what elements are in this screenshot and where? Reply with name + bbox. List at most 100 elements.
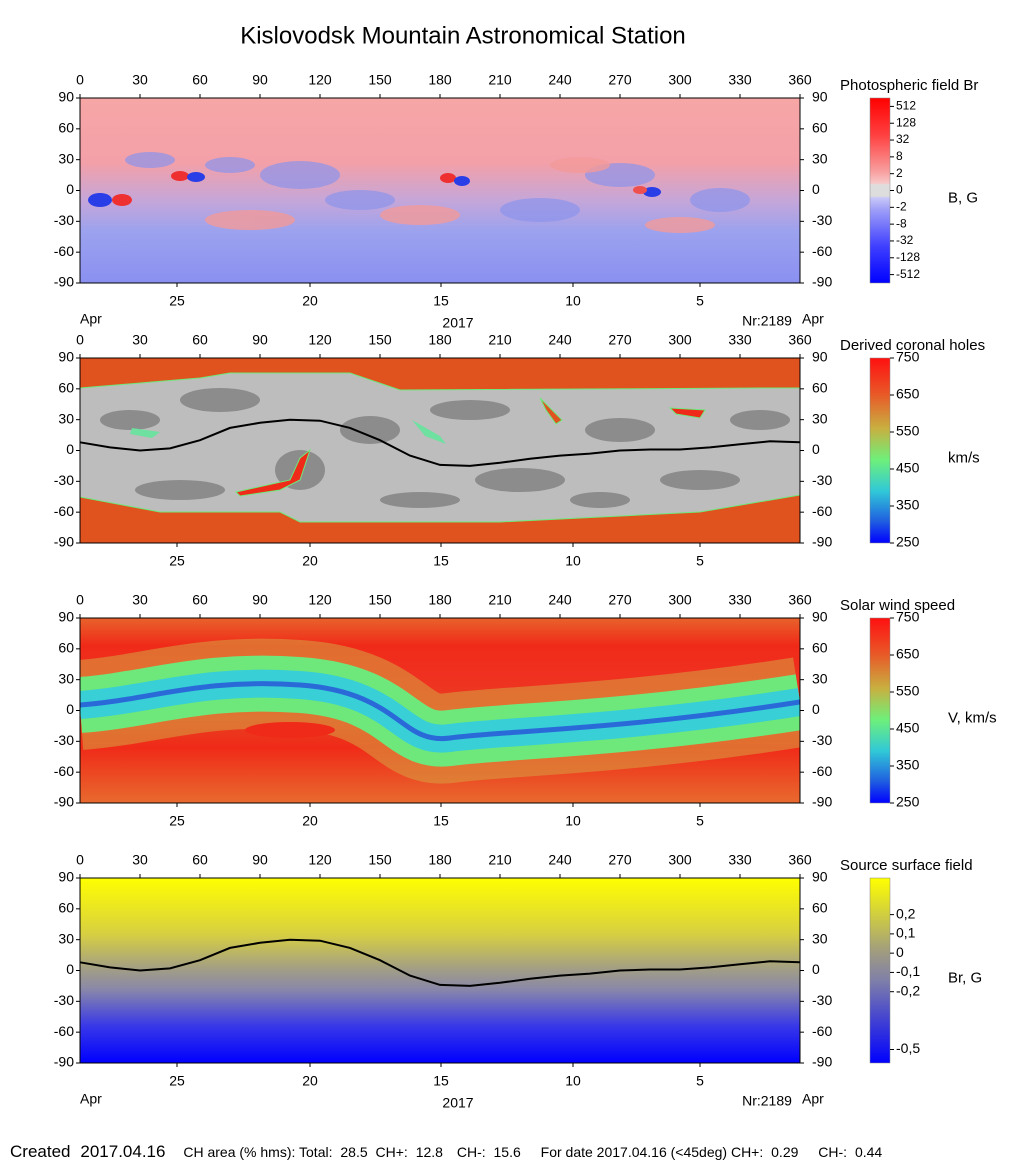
x-tick-label: 270 — [608, 332, 632, 348]
x-tick-label: 210 — [488, 72, 512, 88]
y-tick-label: -60 — [54, 763, 74, 779]
footer-value: 12.8 — [416, 1144, 443, 1160]
x-tick-label: 270 — [608, 852, 632, 868]
x-tick-label: 300 — [668, 592, 692, 608]
y-tick-label: -60 — [812, 1023, 832, 1039]
neutral-line — [79, 938, 801, 987]
y-tick-label: 90 — [812, 349, 828, 365]
x-tick-label: 270 — [608, 72, 632, 88]
footer-value: 28.5 — [340, 1144, 367, 1160]
x-tick-label: 0 — [76, 332, 84, 348]
y-tick-label: -30 — [812, 472, 832, 488]
y-tick-label: 0 — [812, 181, 820, 197]
footer-text: For date 2017.04.16 (<45deg) CH+: — [541, 1144, 764, 1160]
y-tick-label: -60 — [812, 763, 832, 779]
footer: Created 2017.04.16 CH area (% hms): Tota… — [10, 1142, 882, 1161]
footer-text: CH-: — [818, 1144, 847, 1160]
x-tick-label: 90 — [252, 592, 268, 608]
y-tick-label: -90 — [812, 274, 832, 290]
x-tick-label: 300 — [668, 332, 692, 348]
x-tick-label: 180 — [428, 852, 452, 868]
x-tick-label: 330 — [728, 852, 752, 868]
x-tick-label: 300 — [668, 72, 692, 88]
x-tick-label: 90 — [252, 72, 268, 88]
x-tick-label: 150 — [368, 72, 392, 88]
x-tick-label: 120 — [308, 592, 332, 608]
date-label: 20 — [302, 553, 318, 569]
footer-text: CH area (% hms): Total: — [183, 1144, 332, 1160]
x-tick-label: 180 — [428, 332, 452, 348]
y-tick-label: 60 — [58, 640, 74, 656]
wind-speed-map — [80, 618, 800, 803]
x-tick-label: 150 — [368, 332, 392, 348]
x-tick-label: 360 — [788, 852, 812, 868]
colorbar-tick-label: 550 — [896, 423, 920, 439]
y-tick-label: 0 — [66, 181, 74, 197]
date-label: 15 — [433, 813, 449, 829]
y-tick-label: 60 — [812, 900, 828, 916]
y-tick-label: 90 — [58, 609, 74, 625]
x-tick-label: 210 — [488, 852, 512, 868]
colorbar-tick-label: 450 — [896, 460, 920, 476]
source-field-map — [80, 878, 800, 1063]
colorbar-tick-label: 750 — [896, 609, 920, 625]
colorbar-tick-label: 128 — [896, 115, 916, 129]
y-tick-label: -30 — [54, 212, 74, 228]
x-tick-label: 30 — [132, 592, 148, 608]
y-tick-label: 30 — [812, 150, 828, 166]
neutral-line — [79, 418, 801, 467]
colorbar-tick-label: 550 — [896, 683, 920, 699]
colorbar-tick-label: -0,5 — [896, 1040, 920, 1056]
x-tick-label: 0 — [76, 592, 84, 608]
colorbar — [870, 618, 890, 803]
colorbar-tick-label: 8 — [896, 149, 903, 163]
y-tick-label: -60 — [54, 243, 74, 259]
x-tick-label: 0 — [76, 852, 84, 868]
x-tick-label: 240 — [548, 592, 572, 608]
colorbar-frame — [869, 877, 891, 1064]
y-tick-label: 0 — [812, 701, 820, 717]
year-label: 2017 — [442, 1095, 473, 1111]
footer-text: 2017.04.16 — [80, 1142, 165, 1161]
x-tick-label: 150 — [368, 852, 392, 868]
date-label: 20 — [302, 1073, 318, 1089]
x-tick-label: 240 — [548, 332, 572, 348]
y-tick-label: 30 — [58, 670, 74, 686]
colorbar — [870, 358, 890, 543]
colorbar-label: km/s — [948, 449, 980, 466]
y-tick-label: 30 — [812, 670, 828, 686]
footer-text: Created — [10, 1142, 70, 1161]
y-tick-label: 90 — [58, 89, 74, 105]
x-tick-label: 150 — [368, 592, 392, 608]
colorbar-tick-label: -128 — [896, 250, 920, 264]
y-tick-label: 60 — [58, 120, 74, 136]
x-tick-label: 300 — [668, 852, 692, 868]
x-tick-label: 360 — [788, 332, 812, 348]
y-tick-label: -30 — [54, 732, 74, 748]
date-label: 25 — [169, 1073, 185, 1089]
field-map — [80, 98, 800, 283]
x-tick-label: 60 — [192, 72, 208, 88]
colorbar-label: B, G — [948, 189, 978, 206]
date-label: 10 — [565, 553, 581, 569]
y-tick-label: 30 — [58, 150, 74, 166]
x-tick-label: 30 — [132, 72, 148, 88]
y-tick-label: -30 — [812, 212, 832, 228]
x-tick-label: 120 — [308, 332, 332, 348]
x-tick-label: 180 — [428, 592, 452, 608]
panel-title: Photospheric field Br — [840, 77, 978, 94]
y-tick-label: 90 — [58, 349, 74, 365]
y-tick-label: 0 — [66, 961, 74, 977]
y-tick-label: -60 — [54, 503, 74, 519]
colorbar — [870, 98, 890, 283]
y-tick-label: 0 — [812, 441, 820, 457]
x-tick-label: 60 — [192, 852, 208, 868]
colorbar-frame — [869, 617, 891, 804]
date-label: 10 — [565, 1073, 581, 1089]
colorbar-tick-label: 750 — [896, 349, 920, 365]
x-tick-label: 330 — [728, 332, 752, 348]
y-tick-label: 60 — [812, 380, 828, 396]
rotation-label: Nr:2189 — [742, 313, 792, 329]
colorbar-tick-label: -0,2 — [896, 982, 920, 998]
